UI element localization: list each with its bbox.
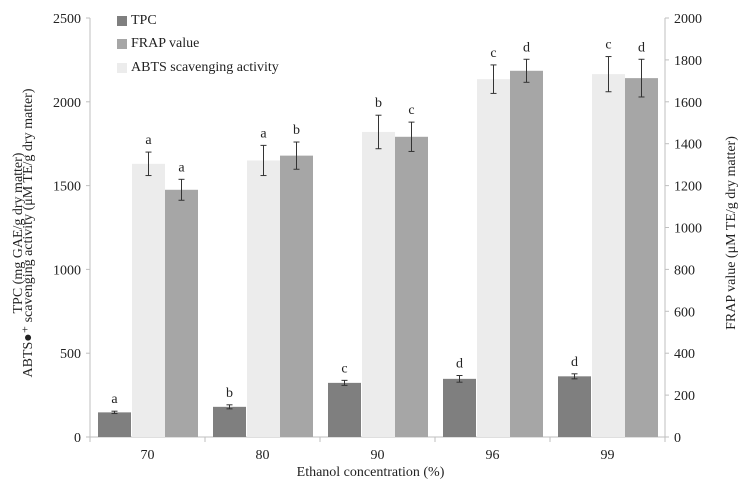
significance-label: b — [226, 386, 233, 401]
legend: TPC FRAP value ABTS scavenging activity — [117, 9, 279, 80]
y-left-tick-label: 2000 — [53, 96, 81, 111]
y-left-tick-label: 0 — [74, 431, 81, 446]
bar-frap — [625, 78, 658, 438]
bar-abts — [592, 74, 625, 438]
y-left-tick-label: 1500 — [53, 180, 81, 195]
bar-tpc — [98, 412, 131, 437]
significance-label: d — [456, 356, 463, 371]
legend-label-frap: FRAP value — [131, 36, 200, 52]
significance-label: c — [341, 361, 347, 376]
bar-tpc — [213, 406, 246, 437]
y-right-tick-label: 0 — [674, 431, 681, 446]
bar-abts — [132, 163, 165, 437]
bar-frap — [510, 70, 543, 437]
y-axis-left-title-line2: ABTS●⁺ scavenging activity (μM TE/g dry … — [21, 88, 36, 378]
legend-label-tpc: TPC — [131, 12, 157, 28]
x-tick-label: 80 — [256, 448, 270, 463]
significance-label: d — [523, 40, 530, 55]
x-tick-label: 99 — [601, 448, 615, 463]
legend-label-abts: ABTS scavenging activity — [131, 59, 279, 75]
legend-swatch-abts — [117, 62, 127, 73]
x-axis-title: Ethanol concentration (%) — [296, 465, 445, 480]
x-tick-label: 70 — [141, 448, 155, 463]
y-right-tick-label: 1400 — [674, 138, 702, 153]
significance-label: b — [293, 123, 300, 138]
legend-item-abts: ABTS scavenging activity — [117, 56, 279, 80]
significance-label: a — [178, 160, 185, 175]
significance-label: c — [408, 103, 414, 118]
y-right-tick-label: 1200 — [674, 180, 702, 195]
significance-label: a — [111, 392, 118, 407]
significance-label: a — [260, 126, 267, 141]
y-left-tick-label: 1000 — [53, 263, 81, 278]
bar-tpc — [558, 376, 591, 437]
bar-abts — [247, 160, 280, 437]
y-right-tick-label: 1600 — [674, 96, 702, 111]
x-tick-label: 90 — [371, 448, 385, 463]
y-right-tick-label: 1000 — [674, 222, 702, 237]
legend-swatch-frap — [117, 39, 127, 50]
y-left-tick-label: 500 — [60, 347, 81, 362]
y-right-tick-label: 1800 — [674, 54, 702, 69]
significance-label: b — [375, 96, 382, 111]
significance-label: d — [638, 40, 645, 55]
y-right-tick-label: 2000 — [674, 12, 702, 27]
bar-abts — [477, 79, 510, 437]
bar-tpc — [328, 382, 361, 437]
bar-frap — [395, 136, 428, 437]
y-right-tick-label: 600 — [674, 305, 695, 320]
y-right-tick-label: 400 — [674, 347, 695, 362]
significance-label: a — [145, 133, 152, 148]
legend-swatch-tpc — [117, 15, 127, 26]
significance-label: c — [490, 46, 496, 61]
significance-label: d — [571, 355, 578, 370]
significance-label: c — [605, 38, 611, 53]
y-left-tick-label: 2500 — [53, 12, 81, 27]
x-tick-label: 96 — [486, 448, 500, 463]
y-axis-right-title: FRAP value (μM TE/g dry matter) — [724, 136, 739, 330]
bar-frap — [165, 189, 198, 437]
legend-item-frap: FRAP value — [117, 33, 279, 57]
y-right-tick-label: 800 — [674, 263, 695, 278]
legend-item-tpc: TPC — [117, 9, 279, 33]
bar-frap — [280, 155, 313, 438]
bar-abts — [362, 131, 395, 437]
y-right-tick-label: 200 — [674, 389, 695, 404]
bar-tpc — [443, 378, 476, 437]
